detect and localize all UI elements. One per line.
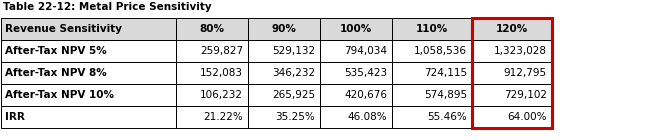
Text: After-Tax NPV 8%: After-Tax NPV 8%: [5, 68, 107, 78]
Bar: [320, 106, 392, 128]
Bar: [472, 106, 552, 128]
Bar: [472, 84, 552, 106]
Text: 724,115: 724,115: [424, 68, 467, 78]
Text: 265,925: 265,925: [272, 90, 315, 100]
Text: 110%: 110%: [416, 24, 448, 34]
Bar: [392, 62, 472, 84]
Text: 912,795: 912,795: [504, 68, 547, 78]
Text: 21.22%: 21.22%: [203, 112, 243, 122]
Bar: [248, 40, 320, 62]
Bar: [1, 62, 176, 84]
Text: 574,895: 574,895: [424, 90, 467, 100]
Bar: [1, 40, 176, 62]
Text: 729,102: 729,102: [504, 90, 547, 100]
Bar: [176, 62, 248, 84]
Bar: [176, 84, 248, 106]
Text: 529,132: 529,132: [272, 46, 315, 56]
Text: 1,058,536: 1,058,536: [414, 46, 467, 56]
Bar: [392, 106, 472, 128]
Text: 794,034: 794,034: [344, 46, 387, 56]
Bar: [320, 40, 392, 62]
Bar: [320, 62, 392, 84]
Bar: [320, 18, 392, 40]
Text: 1,323,028: 1,323,028: [494, 46, 547, 56]
Text: After-Tax NPV 10%: After-Tax NPV 10%: [5, 90, 114, 100]
Bar: [1, 18, 176, 40]
Text: 120%: 120%: [496, 24, 528, 34]
Text: 46.08%: 46.08%: [348, 112, 387, 122]
Bar: [176, 18, 248, 40]
Bar: [320, 84, 392, 106]
Bar: [472, 18, 552, 128]
Text: After-Tax NPV 5%: After-Tax NPV 5%: [5, 46, 107, 56]
Text: Revenue Sensitivity: Revenue Sensitivity: [5, 24, 122, 34]
Text: 100%: 100%: [340, 24, 372, 34]
Bar: [472, 40, 552, 62]
Bar: [176, 106, 248, 128]
Text: 106,232: 106,232: [200, 90, 243, 100]
Text: IRR: IRR: [5, 112, 25, 122]
Text: 90%: 90%: [271, 24, 297, 34]
Bar: [472, 18, 552, 40]
Text: 346,232: 346,232: [272, 68, 315, 78]
Text: 259,827: 259,827: [200, 46, 243, 56]
Bar: [248, 84, 320, 106]
Text: 535,423: 535,423: [344, 68, 387, 78]
Text: 55.46%: 55.46%: [427, 112, 467, 122]
Bar: [176, 40, 248, 62]
Text: 80%: 80%: [200, 24, 225, 34]
Bar: [1, 106, 176, 128]
Bar: [248, 18, 320, 40]
Text: 152,083: 152,083: [200, 68, 243, 78]
Text: 64.00%: 64.00%: [508, 112, 547, 122]
Text: 420,676: 420,676: [344, 90, 387, 100]
Bar: [392, 40, 472, 62]
Bar: [392, 84, 472, 106]
Bar: [248, 106, 320, 128]
Bar: [472, 62, 552, 84]
Text: Table 22-12: Metal Price Sensitivity: Table 22-12: Metal Price Sensitivity: [3, 2, 212, 12]
Bar: [1, 84, 176, 106]
Bar: [248, 62, 320, 84]
Bar: [392, 18, 472, 40]
Text: 35.25%: 35.25%: [275, 112, 315, 122]
